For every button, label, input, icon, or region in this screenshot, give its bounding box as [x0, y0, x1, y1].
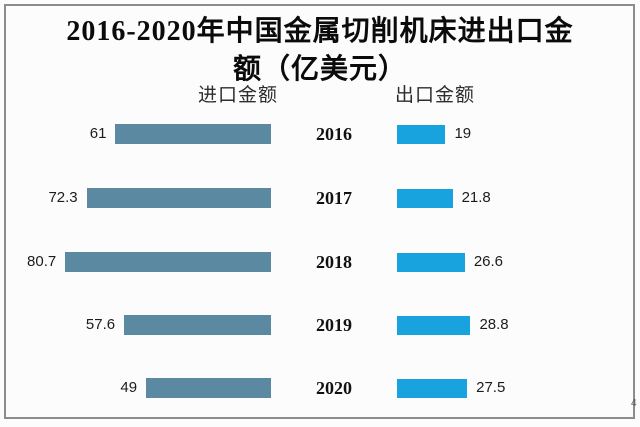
- import-bar: [65, 252, 271, 272]
- chart-row: 72.3 2017 21.8: [0, 188, 640, 208]
- export-bar: [397, 253, 465, 272]
- import-value-label: 72.3: [48, 189, 78, 206]
- export-bar: [397, 125, 446, 144]
- year-label: 2018: [316, 252, 352, 272]
- export-value-label: 26.6: [473, 253, 504, 270]
- year-label: 2020: [316, 378, 352, 398]
- export-bar: [397, 379, 468, 398]
- year-label: 2019: [316, 315, 352, 335]
- import-value-label: 57.6: [85, 316, 116, 333]
- chart-row: 49 2020 27.5: [0, 378, 640, 398]
- chart-title-line2: 额（亿美元）: [232, 54, 407, 85]
- corner-mark: 4: [631, 398, 637, 409]
- export-value-label: 27.5: [476, 379, 506, 396]
- import-bar: [86, 188, 271, 208]
- import-bar: [146, 378, 271, 398]
- import-value-label: 49: [120, 379, 138, 396]
- legend-export-label: 出口金额: [394, 85, 475, 106]
- import-bar: [115, 124, 271, 144]
- chart-row: 80.7 2018 26.6: [0, 252, 640, 272]
- export-value-label: 21.8: [461, 189, 491, 206]
- chart-frame-border: [4, 4, 635, 419]
- chart-row: 61 2016 19: [0, 124, 640, 144]
- export-bar: [397, 316, 471, 335]
- export-bar: [397, 189, 453, 208]
- import-value-label: 80.7: [27, 253, 57, 270]
- year-label: 2017: [316, 188, 352, 208]
- export-value-label: 19: [454, 125, 472, 142]
- legend-import-label: 进口金额: [197, 85, 278, 106]
- chart-title: 2016-2020年中国金属切削机床进出口金 额（亿美元）: [30, 13, 610, 89]
- year-label: 2016: [316, 124, 352, 144]
- export-value-label: 28.8: [479, 316, 509, 333]
- chart-row: 57.6 2019 28.8: [0, 315, 640, 335]
- import-bar: [124, 315, 271, 335]
- chart-title-line1: 2016-2020年中国金属切削机床进出口金: [66, 16, 574, 47]
- import-value-label: 61: [89, 125, 107, 142]
